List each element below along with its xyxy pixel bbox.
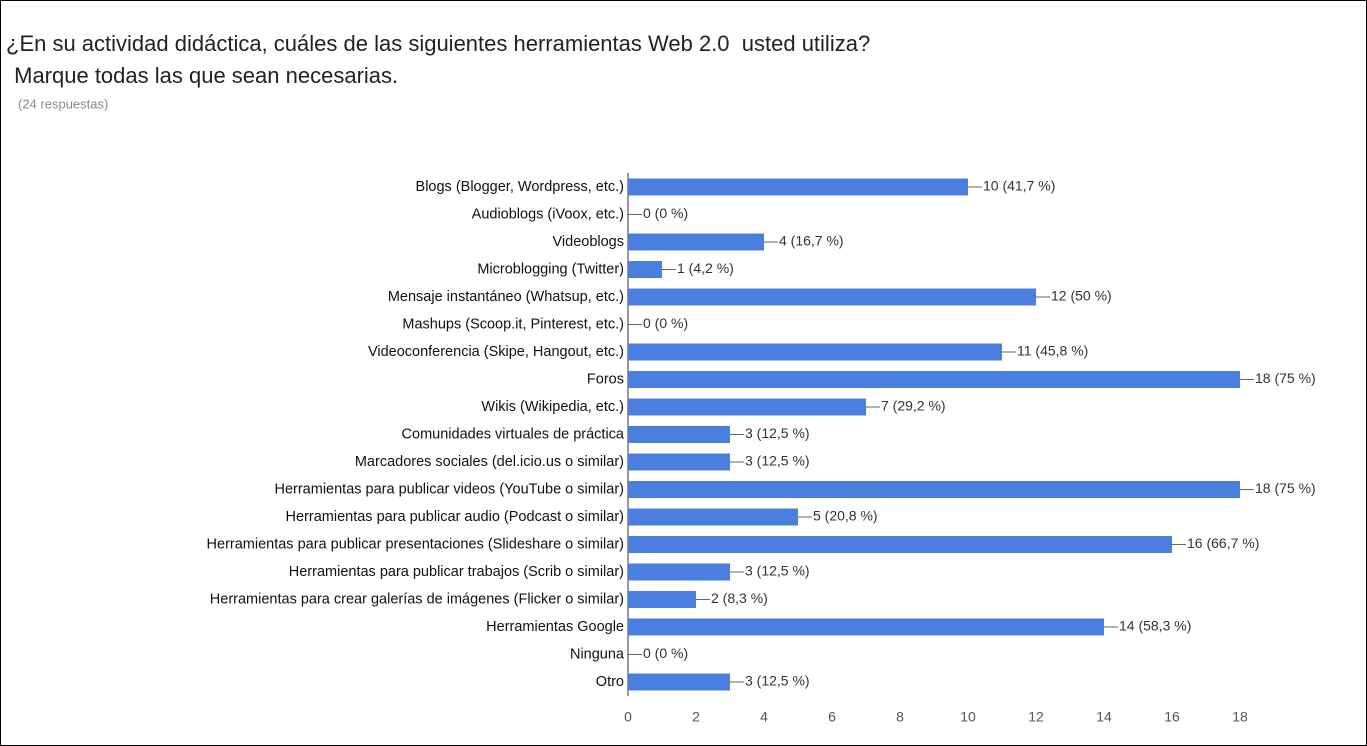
bar: [628, 178, 968, 196]
y-tick-label: Otro: [596, 674, 624, 690]
bar: [628, 481, 1240, 498]
value-label: 3 (12,5 %): [745, 453, 810, 469]
y-tick-label: Blogs (Blogger, Wordpress, etc.): [416, 179, 624, 195]
y-tick-label: Videoconferencia (Skipe, Hangout, etc.): [368, 344, 624, 360]
chart-title: Marque todas las que sean necesarias.: [8, 63, 398, 88]
y-tick-label: Comunidades virtuales de práctica: [402, 426, 625, 442]
bar: [628, 536, 1172, 553]
bar: [628, 398, 866, 416]
value-label: 5 (20,8 %): [813, 508, 878, 524]
value-label: 3 (12,5 %): [745, 673, 810, 689]
bar: [628, 453, 730, 471]
value-label: 7 (29,2 %): [881, 398, 946, 414]
y-tick-label: Audioblogs (iVoox, etc.): [472, 206, 624, 222]
value-label: 18 (75 %): [1255, 480, 1316, 496]
value-label: 0 (0 %): [643, 645, 688, 661]
value-label: 2 (8,3 %): [711, 590, 768, 606]
y-tick-label: Ninguna: [570, 646, 625, 662]
bar: [628, 261, 662, 278]
y-tick-label: Wikis (Wikipedia, etc.): [481, 399, 624, 415]
bar: [628, 288, 1036, 306]
value-label: 12 (50 %): [1051, 288, 1112, 304]
y-tick-label: Herramientas para publicar audio (Podcas…: [286, 509, 624, 525]
x-tick-label: 10: [960, 709, 976, 725]
x-tick-label: 18: [1232, 709, 1248, 725]
x-tick-label: 16: [1164, 709, 1180, 725]
bar: [628, 591, 696, 608]
value-label: 0 (0 %): [643, 315, 688, 331]
x-tick-label: 14: [1096, 709, 1112, 725]
bar: [628, 618, 1104, 636]
x-tick-label: 4: [760, 709, 768, 725]
value-label: 10 (41,7 %): [983, 178, 1055, 194]
value-label: 3 (12,5 %): [745, 425, 810, 441]
y-tick-label: Herramientas para crear galerías de imág…: [210, 591, 624, 607]
value-label: 1 (4,2 %): [677, 260, 734, 276]
bar: [628, 343, 1002, 361]
y-tick-label: Herramientas para publicar presentacione…: [207, 536, 624, 552]
value-label: 4 (16,7 %): [779, 233, 844, 249]
chart-subtitle: (24 respuestas): [18, 96, 108, 111]
value-label: 18 (75 %): [1255, 370, 1316, 386]
y-tick-label: Herramientas para publicar trabajos (Scr…: [289, 564, 624, 580]
value-label: 11 (45,8 %): [1017, 343, 1088, 359]
bar: [628, 371, 1240, 388]
value-label: 0 (0 %): [643, 205, 688, 221]
value-label: 3 (12,5 %): [745, 563, 810, 579]
y-tick-label: Foros: [587, 371, 624, 387]
bar: [628, 508, 798, 526]
chart-title: ¿En su actividad didáctica, cuáles de la…: [6, 31, 870, 56]
bar: [628, 673, 730, 691]
x-tick-label: 8: [896, 709, 904, 725]
value-label: 16 (66,7 %): [1187, 535, 1259, 551]
y-tick-label: Microblogging (Twitter): [477, 261, 624, 277]
x-tick-label: 12: [1028, 709, 1044, 725]
value-label: 14 (58,3 %): [1119, 618, 1191, 634]
y-tick-label: Videoblogs: [553, 234, 625, 250]
y-tick-label: Mashups (Scoop.it, Pinterest, etc.): [402, 316, 624, 332]
x-tick-label: 0: [624, 709, 632, 725]
bar: [628, 563, 730, 581]
bar: [628, 233, 764, 251]
x-tick-label: 2: [692, 709, 700, 725]
y-tick-label: Herramientas para publicar videos (YouTu…: [274, 481, 624, 497]
bar: [628, 426, 730, 443]
y-tick-label: Herramientas Google: [486, 619, 624, 635]
y-tick-label: Mensaje instantáneo (Whatsup, etc.): [388, 289, 624, 305]
x-tick-label: 6: [828, 709, 836, 725]
y-tick-label: Marcadores sociales (del.icio.us o simil…: [355, 454, 624, 470]
